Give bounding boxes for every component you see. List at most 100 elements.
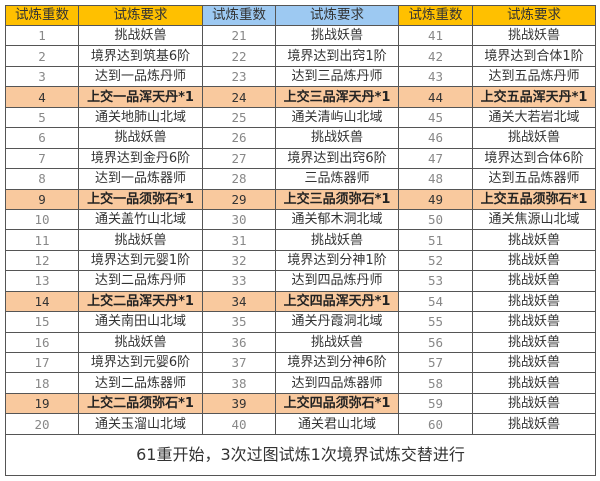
trial-requirement-cell: 境界达到元婴1阶: [78, 249, 203, 272]
trial-requirement-cell: 通关焦源山北域: [472, 208, 596, 231]
trial-level-cell: 40: [202, 413, 276, 435]
trial-requirement-cell: 挑战妖兽: [472, 311, 596, 333]
trial-level-cell: 57: [398, 351, 473, 374]
trial-requirement-cell: 境界达到合体6阶: [472, 147, 596, 170]
trial-requirement-cell: 通关清屿山北域: [275, 106, 399, 129]
header-requirement-3: 试炼要求: [472, 5, 596, 26]
trial-requirement-cell: 挑战妖兽: [472, 229, 596, 251]
trial-requirement-cell: 挑战妖兽: [472, 351, 596, 374]
trial-requirement-cell: 上交三品须弥石*1: [275, 188, 399, 210]
trial-requirement-cell: 通关南田山北域: [78, 311, 203, 333]
table-row: 15 通关南田山北域 35 通关丹霞洞北域 55 挑战妖兽: [5, 311, 596, 333]
footer-row: 61重开始，3次过图试炼1次境界试炼交替进行: [5, 433, 596, 476]
trial-requirement-cell: 达到二品炼器师: [78, 372, 203, 394]
trial-requirement-cell: 通关郁木洞北域: [275, 208, 399, 231]
trial-level-cell: 35: [202, 311, 276, 333]
table-row: 20 通关玉溜山北域 40 通关君山北域 60 挑战妖兽: [5, 413, 596, 435]
trial-requirement-cell: 挑战妖兽: [472, 24, 596, 47]
trial-requirement-cell: 达到四品炼器师: [275, 372, 399, 394]
header-level-1: 试炼重数: [5, 5, 79, 26]
trial-requirement-cell: 挑战妖兽: [78, 24, 203, 47]
table-row: 12 境界达到元婴1阶 32 境界达到分神1阶 52 挑战妖兽: [5, 249, 596, 272]
table-row: 7 境界达到金丹6阶 27 境界达到出窍6阶 47 境界达到合体6阶: [5, 147, 596, 170]
trial-requirement-cell: 挑战妖兽: [472, 249, 596, 272]
table-row: 2 境界达到筑基6阶 22 境界达到出窍1阶 42 境界达到合体1阶: [5, 45, 596, 67]
trial-table-container: 试炼重数 试炼要求 试炼重数 试炼要求 试炼重数 试炼要求 1 挑战妖兽 21 挑战妖…: [5, 5, 596, 476]
trial-requirement-cell: 挑战妖兽: [275, 331, 399, 354]
table-row: 19 上交二品须弥石*1 39 上交四品须弥石*1 59 挑战妖兽: [5, 392, 596, 415]
trial-requirement-cell: 境界达到筑基6阶: [78, 45, 203, 67]
trial-level-cell: 48: [398, 168, 473, 190]
trial-requirement-cell: 达到五品炼器师: [472, 168, 596, 190]
trial-requirement-cell: 挑战妖兽: [472, 413, 596, 435]
footer-note: 61重开始，3次过图试炼1次境界试炼交替进行: [5, 433, 596, 476]
trial-level-cell: 42: [398, 45, 473, 67]
trial-requirement-cell: 上交五品浑天丹*1: [472, 86, 596, 108]
trial-requirement-cell: 上交二品须弥石*1: [78, 392, 203, 415]
trial-level-cell: 11: [5, 229, 79, 251]
trial-requirement-cell: 通关盖竹山北域: [78, 208, 203, 231]
header-level-3: 试炼重数: [398, 5, 473, 26]
trial-level-cell: 49: [398, 188, 473, 210]
trial-requirement-cell: 上交一品浑天丹*1: [78, 86, 203, 108]
trial-requirement-cell: 上交四品浑天丹*1: [275, 290, 399, 313]
trial-level-cell: 12: [5, 249, 79, 272]
table-row: 16 挑战妖兽 36 挑战妖兽 56 挑战妖兽: [5, 331, 596, 354]
trial-level-cell: 23: [202, 65, 276, 88]
trial-requirement-cell: 挑战妖兽: [472, 290, 596, 313]
trial-level-cell: 8: [5, 168, 79, 190]
trial-level-cell: 45: [398, 106, 473, 129]
table-row: 1 挑战妖兽 21 挑战妖兽 41 挑战妖兽: [5, 24, 596, 47]
trial-level-cell: 59: [398, 392, 473, 415]
trial-requirement-cell: 境界达到分神1阶: [275, 249, 399, 272]
trial-level-cell: 17: [5, 351, 79, 374]
trial-level-cell: 2: [5, 45, 79, 67]
trial-requirement-cell: 上交四品须弥石*1: [275, 392, 399, 415]
table-row: 17 境界达到元婴6阶 37 境界达到分神6阶 57 挑战妖兽: [5, 351, 596, 374]
trial-requirement-cell: 上交二品浑天丹*1: [78, 290, 203, 313]
trial-requirement-cell: 上交五品须弥石*1: [472, 188, 596, 210]
trial-level-cell: 50: [398, 208, 473, 231]
trial-requirement-cell: 挑战妖兽: [472, 331, 596, 354]
trial-requirement-cell: 挑战妖兽: [472, 372, 596, 394]
trial-level-cell: 41: [398, 24, 473, 47]
trial-level-cell: 51: [398, 229, 473, 251]
trial-requirement-cell: 境界达到出窍1阶: [275, 45, 399, 67]
trial-level-cell: 27: [202, 147, 276, 170]
table-row: 4 上交一品浑天丹*1 24 上交三品浑天丹*1 44 上交五品浑天丹*1: [5, 86, 596, 108]
trial-requirement-cell: 挑战妖兽: [472, 127, 596, 149]
trial-level-cell: 10: [5, 208, 79, 231]
trial-level-cell: 26: [202, 127, 276, 149]
trial-level-cell: 25: [202, 106, 276, 129]
trial-level-cell: 20: [5, 413, 79, 435]
table-row: 5 通关地肺山北域 25 通关清屿山北域 45 通关大若岩北域: [5, 106, 596, 129]
trial-level-cell: 52: [398, 249, 473, 272]
trial-level-cell: 9: [5, 188, 79, 210]
trial-level-cell: 6: [5, 127, 79, 149]
trial-level-cell: 29: [202, 188, 276, 210]
trial-requirement-cell: 三品炼器师: [275, 168, 399, 190]
trial-level-cell: 16: [5, 331, 79, 354]
trial-level-cell: 46: [398, 127, 473, 149]
trial-level-cell: 32: [202, 249, 276, 272]
trial-requirement-cell: 达到二品炼丹师: [78, 270, 203, 292]
trial-level-cell: 31: [202, 229, 276, 251]
trial-level-cell: 44: [398, 86, 473, 108]
trial-level-cell: 60: [398, 413, 473, 435]
table-row: 13 达到二品炼丹师 33 达到四品炼丹师 53 挑战妖兽: [5, 270, 596, 292]
header-level-2: 试炼重数: [202, 5, 276, 26]
trial-requirement-cell: 上交一品须弥石*1: [78, 188, 203, 210]
trial-requirement-cell: 达到五品炼丹师: [472, 65, 596, 88]
trial-level-cell: 19: [5, 392, 79, 415]
table-row: 9 上交一品须弥石*1 29 上交三品须弥石*1 49 上交五品须弥石*1: [5, 188, 596, 210]
trial-level-cell: 4: [5, 86, 79, 108]
trial-requirement-cell: 挑战妖兽: [275, 229, 399, 251]
trial-requirement-cell: 上交三品浑天丹*1: [275, 86, 399, 108]
trial-level-cell: 7: [5, 147, 79, 170]
trial-level-cell: 36: [202, 331, 276, 354]
header-requirement-2: 试炼要求: [275, 5, 399, 26]
trial-requirement-cell: 达到四品炼丹师: [275, 270, 399, 292]
trial-level-cell: 43: [398, 65, 473, 88]
header-row: 试炼重数 试炼要求 试炼重数 试炼要求 试炼重数 试炼要求: [5, 5, 596, 26]
trial-requirement-cell: 通关地肺山北域: [78, 106, 203, 129]
